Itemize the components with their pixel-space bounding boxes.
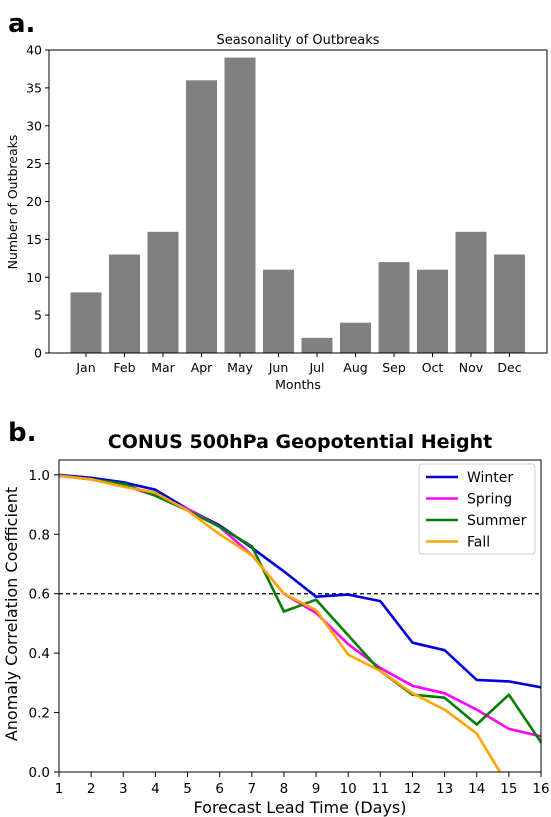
bar-apr	[186, 80, 217, 354]
x-tick-label: 7	[248, 781, 257, 797]
x-tick-label: 14	[468, 781, 485, 797]
y-tick-label: 1.0	[29, 468, 50, 484]
legend-label-summer: Summer	[467, 513, 527, 529]
x-tick-label: Jun	[268, 360, 289, 375]
x-tick-label: 13	[436, 781, 453, 797]
x-tick-label: 15	[500, 781, 517, 797]
y-tick-label: 35	[26, 80, 42, 95]
x-tick-label: 4	[151, 781, 160, 797]
y-tick-label: 0.8	[29, 527, 50, 543]
bar-series	[70, 57, 525, 354]
bar-may	[224, 57, 256, 353]
y-tick-label: 40	[26, 43, 42, 58]
legend-label-winter: Winter	[467, 470, 513, 486]
x-tick-label: Jul	[308, 360, 324, 375]
x-tick-label: Apr	[191, 360, 213, 375]
chart-a-y-axis-label: Number of Outbreaks	[5, 135, 20, 270]
series-line-fall	[59, 474, 502, 772]
chart-b-x-ticks: 1 2 3 4 5 6 7 8 9 10 11 12 13 14 15 16	[55, 772, 550, 797]
y-tick-label: 20	[26, 194, 42, 209]
x-tick-label: 2	[87, 781, 96, 797]
bar-jan	[70, 292, 102, 353]
legend-label-spring: Spring	[467, 492, 512, 508]
chart-a-y-ticks: 0 5 10 15 20 25 30 35 40	[26, 43, 49, 361]
panel-b-label: b.	[8, 418, 37, 448]
chart-b-x-axis-label: Forecast Lead Time (Days)	[194, 798, 407, 817]
bar-chart: Seasonality of Outbreaks 0 5 10 15 20 25 30 35 4…	[5, 33, 548, 392]
y-tick-label: 0.2	[29, 706, 50, 722]
x-tick-label: Oct	[422, 360, 444, 375]
x-tick-label: 3	[119, 781, 128, 797]
x-tick-label: 9	[312, 781, 321, 797]
x-tick-label: Aug	[343, 360, 367, 375]
x-tick-label: Jan	[75, 360, 95, 375]
chart-a-title: Seasonality of Outbreaks	[216, 33, 379, 48]
x-tick-label: Sep	[382, 360, 406, 375]
x-tick-label: 16	[532, 781, 549, 797]
y-tick-label: 5	[34, 308, 42, 323]
bar-jun	[263, 269, 294, 353]
y-tick-label: 15	[26, 232, 42, 247]
bar-dec	[494, 254, 525, 353]
x-tick-label: 11	[372, 781, 389, 797]
x-tick-label: Mar	[151, 360, 175, 375]
x-tick-label: 6	[215, 781, 224, 797]
bar-feb	[109, 254, 140, 353]
chart-b-frame	[58, 459, 542, 773]
bar-oct	[417, 269, 448, 353]
bar-nov	[455, 231, 487, 353]
bar-aug	[340, 322, 371, 353]
x-tick-label: Nov	[459, 360, 484, 375]
y-tick-label: 0.0	[29, 765, 50, 781]
bar-mar	[147, 231, 179, 353]
chart-b-title: CONUS 500hPa Geopotential Height	[108, 431, 493, 453]
x-tick-label: 12	[404, 781, 421, 797]
x-tick-label: Feb	[113, 360, 135, 375]
chart-a-x-axis-label: Months	[275, 377, 321, 392]
y-tick-label: 0.4	[29, 646, 50, 662]
x-tick-label: Dec	[497, 360, 521, 375]
x-tick-label: 1	[55, 781, 64, 797]
x-tick-label: 10	[340, 781, 357, 797]
y-tick-label: 30	[26, 118, 42, 133]
chart-b-y-axis-label: Anomaly Correlation Coefficient	[2, 487, 21, 741]
panel-a-label: a.	[8, 9, 35, 39]
bar-sep	[378, 262, 410, 353]
line-chart: CONUS 500hPa Geopotential Height 0.00.20…	[2, 431, 550, 817]
series-line-winter	[59, 473, 541, 689]
chart-b-y-ticks: 0.0 0.2 0.4 0.6 0.8 1.0	[29, 468, 59, 781]
legend-box	[418, 463, 536, 555]
y-tick-label: 0.6	[29, 587, 50, 603]
y-tick-label: 0	[34, 346, 42, 361]
legend: Winter Spring Summer Fall	[418, 463, 536, 555]
x-tick-label: May	[227, 360, 253, 375]
legend-label-fall: Fall	[467, 535, 490, 551]
y-tick-label: 25	[26, 156, 42, 171]
x-tick-label: 8	[280, 781, 289, 797]
y-tick-label: 10	[26, 270, 42, 285]
bar-jul	[301, 337, 333, 353]
chart-a-x-ticks: Jan Feb Mar Apr May Jun Jul Aug Sep Oct Nov Dec	[75, 353, 522, 375]
line-series	[59, 473, 541, 772]
x-tick-label: 5	[183, 781, 192, 797]
